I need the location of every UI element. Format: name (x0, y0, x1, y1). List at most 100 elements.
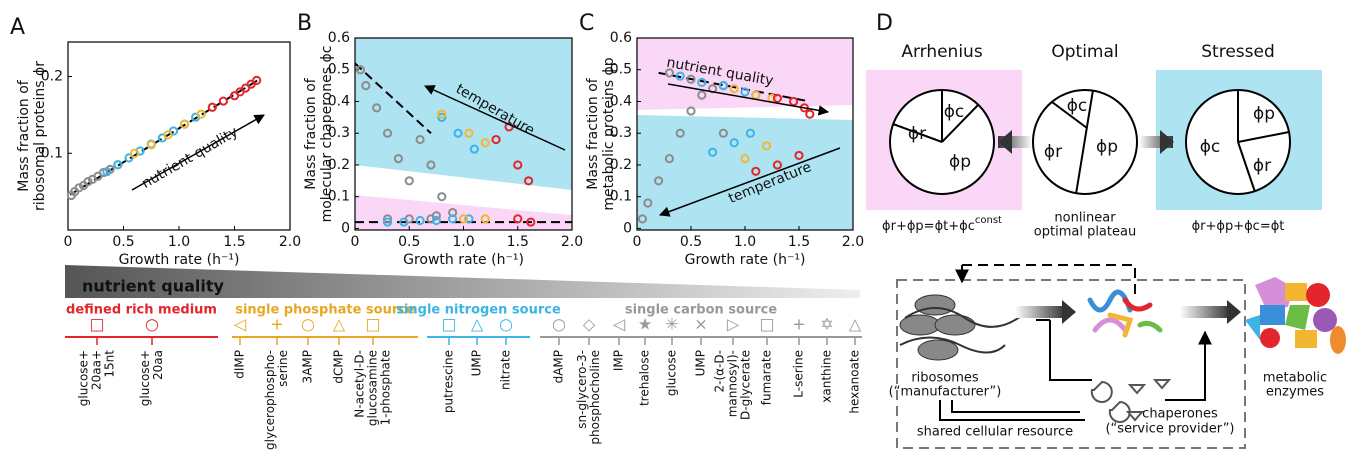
data-point (464, 214, 474, 224)
annotation-arrow (667, 83, 830, 116)
y-axis-label: Mass fraction of (16, 79, 32, 191)
pie-label: ϕc (1200, 137, 1221, 157)
data-point (179, 119, 190, 129)
y-axis-label: molecular chaperones ϕc (319, 46, 335, 223)
legend-group-name: single carbon source (625, 303, 778, 318)
legend-label: xanthine (820, 350, 834, 403)
legend-marker: + (270, 315, 283, 334)
data-point (382, 214, 393, 224)
y-axis-label: Mass fraction of (303, 77, 319, 189)
data-point (740, 153, 750, 164)
data-point (718, 128, 729, 138)
legend-label: sn-glycero-3- (575, 350, 589, 429)
panel-d-layout (866, 70, 1346, 449)
data-point (124, 153, 134, 163)
legend-marker: ✡ (820, 315, 833, 334)
data-point (526, 217, 536, 227)
x-tick-label: 1.5 (788, 234, 810, 250)
data-point (708, 147, 718, 157)
plot-frame (67, 41, 291, 231)
pie-label: ϕr (908, 124, 926, 144)
data-point (83, 177, 93, 187)
pie-label: ϕr (1253, 156, 1271, 176)
legend-label: serine (276, 350, 290, 387)
formula: ϕr+ϕp+ϕc=ϕt (1192, 219, 1285, 234)
data-point (686, 106, 696, 116)
y-tick-label: 0.1 (41, 145, 63, 161)
data-point (372, 103, 382, 113)
data-point (102, 167, 112, 177)
legend-label: IMP (612, 350, 626, 371)
legend-title: nutrient quality (82, 277, 225, 296)
annotation-arrow (659, 147, 841, 217)
pie-note: optimal plateau (1034, 225, 1136, 240)
data-point (382, 128, 393, 138)
data-point (675, 128, 685, 138)
legend-label: phosphocholine (588, 350, 602, 445)
y-tick-label: 0.6 (610, 30, 632, 46)
data-point (74, 183, 84, 193)
data-point (218, 96, 228, 106)
x-tick-label: 0 (64, 234, 73, 250)
legend-label: UMP (470, 350, 484, 376)
pie-label: ϕr (1044, 142, 1062, 162)
data-point (772, 93, 783, 103)
pie-title: Stressed (1201, 42, 1275, 62)
legend-group-name: single phosphate source (235, 303, 415, 318)
data-point (431, 215, 441, 226)
legend-group-name: single nitrogen source (396, 303, 561, 318)
data-point (794, 150, 804, 161)
formula: ϕr+ϕp=ϕt+ϕcconst (882, 215, 1002, 234)
data-point (448, 214, 458, 224)
annotation-arrow (424, 85, 566, 151)
data-point (697, 77, 707, 88)
x-tick-label: 2.0 (279, 234, 301, 250)
x-tick-label: 2.0 (842, 234, 864, 250)
legend-label: glucosamine (366, 350, 380, 426)
legend-label: glucose (665, 350, 679, 396)
pie-label: ϕp (1253, 104, 1275, 124)
y-tick-label: 0.6 (328, 30, 350, 46)
x-tick-label: 1.5 (507, 234, 529, 250)
pie-label: ϕp (1096, 137, 1118, 157)
data-point (437, 109, 447, 119)
y-tick-label: 0.3 (610, 125, 632, 141)
legend-label: UMP (694, 350, 708, 376)
data-point (686, 74, 696, 84)
legend-label: glucose+ (77, 350, 91, 406)
data-point (437, 112, 447, 122)
legend-label: glucose+ (138, 350, 152, 406)
data-point (762, 141, 772, 151)
data-point (718, 81, 729, 91)
data-point (393, 153, 403, 164)
fit-line (354, 62, 432, 134)
legend-label: 15nt (103, 350, 117, 378)
data-point (361, 81, 371, 91)
x-tick-label: 0.5 (398, 234, 420, 250)
legend-label: L-serine (792, 350, 806, 398)
data-point (355, 65, 366, 75)
resource-label: shared cellular resource (917, 425, 1073, 440)
legend-label: dCMP (332, 350, 346, 384)
data-point (745, 128, 756, 138)
data-point (431, 211, 441, 221)
pie-title: Optimal (1051, 42, 1118, 62)
legend-label: N-acetyl-D- (353, 350, 367, 418)
x-axis-label: Growth rate (h⁻¹) (403, 252, 524, 268)
x-tick-label: 0 (633, 234, 642, 250)
x-axis-label: Growth rate (h⁻¹) (119, 252, 240, 268)
x-tick-label: 0 (351, 234, 360, 250)
x-tick-label: 0.5 (112, 234, 134, 250)
data-point (437, 192, 447, 202)
legend-marker: ★ (638, 315, 652, 334)
data-point (772, 160, 783, 170)
data-point (480, 214, 490, 224)
data-point (404, 176, 414, 186)
data-point (697, 90, 707, 100)
pie-title: Arrhenius (901, 42, 983, 62)
legend-marker: ▷ (727, 315, 740, 334)
data-point (426, 160, 436, 170)
chaperones-label: (“service provider”) (1105, 422, 1234, 437)
legend-label: 1-phosphate (379, 350, 393, 425)
